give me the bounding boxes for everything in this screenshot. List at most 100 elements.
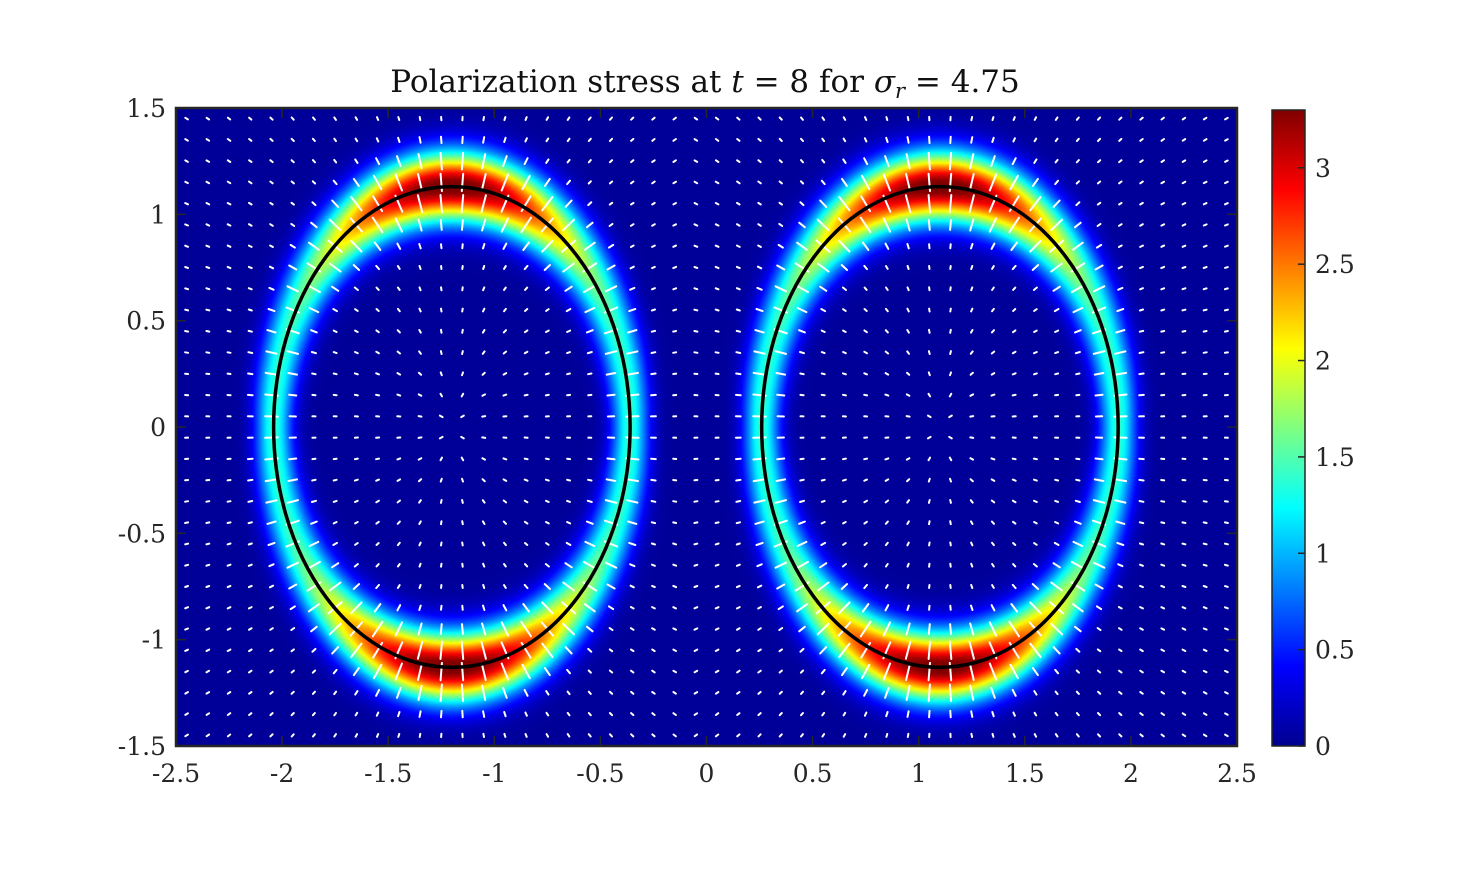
quiver-arrow xyxy=(1054,158,1059,164)
quiver-arrow xyxy=(651,563,656,567)
quiver-arrow xyxy=(503,286,507,291)
quiver-arrow xyxy=(311,478,317,482)
quiver-arrow xyxy=(205,691,211,695)
quiver-arrow xyxy=(439,151,443,171)
quiver-arrow xyxy=(332,308,338,313)
quiver-arrow xyxy=(988,662,998,681)
quiver-arrow xyxy=(969,457,975,461)
quiver-arrow xyxy=(247,329,253,333)
quiver-arrow xyxy=(1160,351,1166,354)
quiver-arrow xyxy=(306,560,321,570)
quiver-arrow xyxy=(461,520,464,526)
quiver-arrow xyxy=(184,308,190,312)
x-tick-label: -2 xyxy=(270,759,294,788)
quiver-arrow xyxy=(1181,266,1187,269)
quiver-arrow xyxy=(286,285,299,293)
quiver-arrow xyxy=(650,351,657,354)
quiver-arrow xyxy=(1012,520,1017,525)
quiver-arrow xyxy=(586,625,594,633)
quiver-arrow xyxy=(418,136,422,144)
x-tick-label: 2 xyxy=(1123,759,1139,788)
quiver-arrow xyxy=(841,177,848,187)
quiver-arrow xyxy=(1118,223,1123,227)
quiver-arrow xyxy=(440,604,443,611)
quiver-arrow xyxy=(796,603,808,613)
quiver-arrow xyxy=(651,223,656,227)
quiver-arrow xyxy=(500,217,510,233)
quiver-arrow xyxy=(798,625,806,633)
quiver-arrow xyxy=(439,392,443,398)
quiver-arrow xyxy=(583,603,596,613)
quiver-arrow xyxy=(310,625,318,633)
quiver-arrow xyxy=(1072,307,1084,314)
quiver-arrow xyxy=(842,542,847,546)
quiver-arrow xyxy=(800,116,804,121)
quiver-arrow xyxy=(1054,329,1060,333)
quiver-arrow xyxy=(693,138,699,142)
quiver-arrow xyxy=(1181,563,1187,567)
quiver-arrow xyxy=(566,521,572,525)
quiver-arrow xyxy=(778,648,783,653)
quiver-arrow xyxy=(990,686,996,699)
quiver-arrow xyxy=(1202,669,1208,674)
quiver-arrow xyxy=(461,477,464,483)
quiver-arrow xyxy=(205,733,211,738)
quiver-arrow xyxy=(461,371,464,377)
quiver-arrow xyxy=(714,138,720,142)
quiver-arrow xyxy=(1160,202,1165,206)
quiver-arrow xyxy=(247,244,253,248)
quiver-arrow xyxy=(417,478,423,483)
quiver-arrow xyxy=(184,521,190,524)
quiver-arrow xyxy=(1181,308,1187,312)
quiver-arrow xyxy=(205,563,211,567)
quiver-arrow xyxy=(604,499,618,504)
quiver-arrow xyxy=(608,180,614,185)
quiver-arrow xyxy=(375,478,380,482)
quiver-arrow xyxy=(333,137,337,143)
quiver-arrow xyxy=(184,244,189,248)
quiver-arrow xyxy=(861,603,870,613)
quiver-arrow xyxy=(1092,561,1106,569)
quiver-arrow xyxy=(480,194,487,214)
quiver-arrow xyxy=(184,542,190,546)
quiver-arrow xyxy=(268,286,275,291)
quiver-arrow xyxy=(735,478,742,482)
quiver-arrow xyxy=(1054,668,1060,675)
quiver-arrow xyxy=(970,329,974,334)
quiver-arrow xyxy=(1202,648,1208,652)
quiver-arrow xyxy=(1072,540,1084,547)
quiver-arrow xyxy=(460,151,465,171)
quiver-arrow xyxy=(778,222,784,227)
quiver-arrow xyxy=(629,244,635,248)
quiver-arrow xyxy=(988,173,998,192)
quiver-arrow xyxy=(269,137,274,142)
quiver-arrow xyxy=(502,242,508,250)
quiver-arrow xyxy=(1075,712,1080,717)
quiver-arrow xyxy=(264,478,279,483)
quiver-arrow xyxy=(693,308,699,312)
quiver-arrow xyxy=(585,329,594,334)
quiver-arrow xyxy=(226,563,232,567)
quiver-arrow xyxy=(693,606,699,610)
quiver-arrow xyxy=(1202,712,1208,716)
quiver-arrow xyxy=(905,622,911,636)
quiver-arrow xyxy=(906,307,910,313)
quiver-arrow xyxy=(650,478,657,482)
quiver-arrow xyxy=(502,457,508,461)
quiver-arrow xyxy=(1075,180,1080,185)
quiver-arrow xyxy=(776,264,786,271)
quiver-arrow xyxy=(927,414,932,419)
chart-title-t-symbol: t xyxy=(731,64,744,100)
colorbar-tick-label: 0 xyxy=(1315,732,1331,761)
quiver-arrow xyxy=(991,307,995,313)
quiver-arrow xyxy=(586,351,593,355)
quiver-arrow xyxy=(184,500,190,503)
quiver-arrow xyxy=(1139,733,1144,738)
quiver-arrow xyxy=(800,712,804,717)
quiver-arrow xyxy=(417,684,423,701)
quiver-arrow xyxy=(1138,372,1145,376)
quiver-arrow xyxy=(545,521,550,525)
quiver-arrow xyxy=(1008,216,1020,234)
quiver-arrow xyxy=(1054,733,1059,738)
quiver-arrow xyxy=(248,116,253,121)
